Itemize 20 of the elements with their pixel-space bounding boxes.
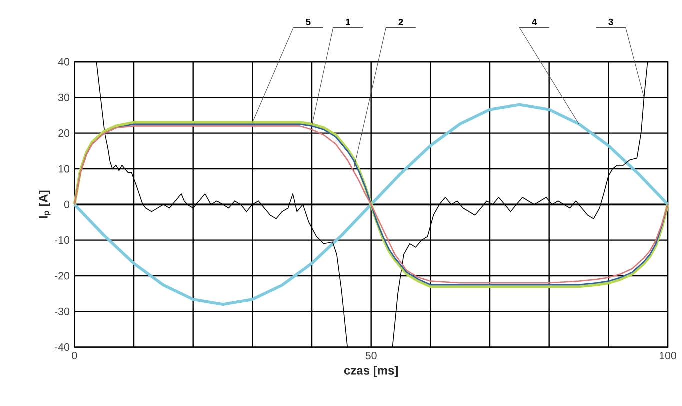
y-tick-label: 0 bbox=[64, 200, 70, 208]
x-tick-label: 100 bbox=[660, 352, 676, 360]
text: 2 bbox=[398, 18, 404, 26]
y-axis-title: I$_{p}$ [A] bbox=[39, 190, 51, 218]
y-tick-label: 40 bbox=[58, 58, 70, 66]
y-tick-label: -30 bbox=[55, 308, 70, 316]
text: 1 bbox=[346, 19, 351, 26]
y-tick-label: -20 bbox=[55, 272, 70, 280]
text: 3 bbox=[608, 18, 614, 26]
text: 5 bbox=[306, 18, 311, 26]
y-tick-label: 10 bbox=[58, 165, 70, 173]
y-tick-label: 30 bbox=[58, 94, 70, 102]
x-axis-title: czas [ms] bbox=[344, 366, 398, 378]
y-tick-label: -40 bbox=[55, 344, 70, 352]
y-tick-label: -10 bbox=[55, 236, 70, 244]
x-tick-label: 50 bbox=[366, 352, 377, 360]
y-tick-label: 20 bbox=[58, 130, 70, 138]
x-tick-label: 0 bbox=[72, 352, 78, 360]
line-series bbox=[73, 103, 670, 306]
text: 4 bbox=[532, 19, 538, 26]
